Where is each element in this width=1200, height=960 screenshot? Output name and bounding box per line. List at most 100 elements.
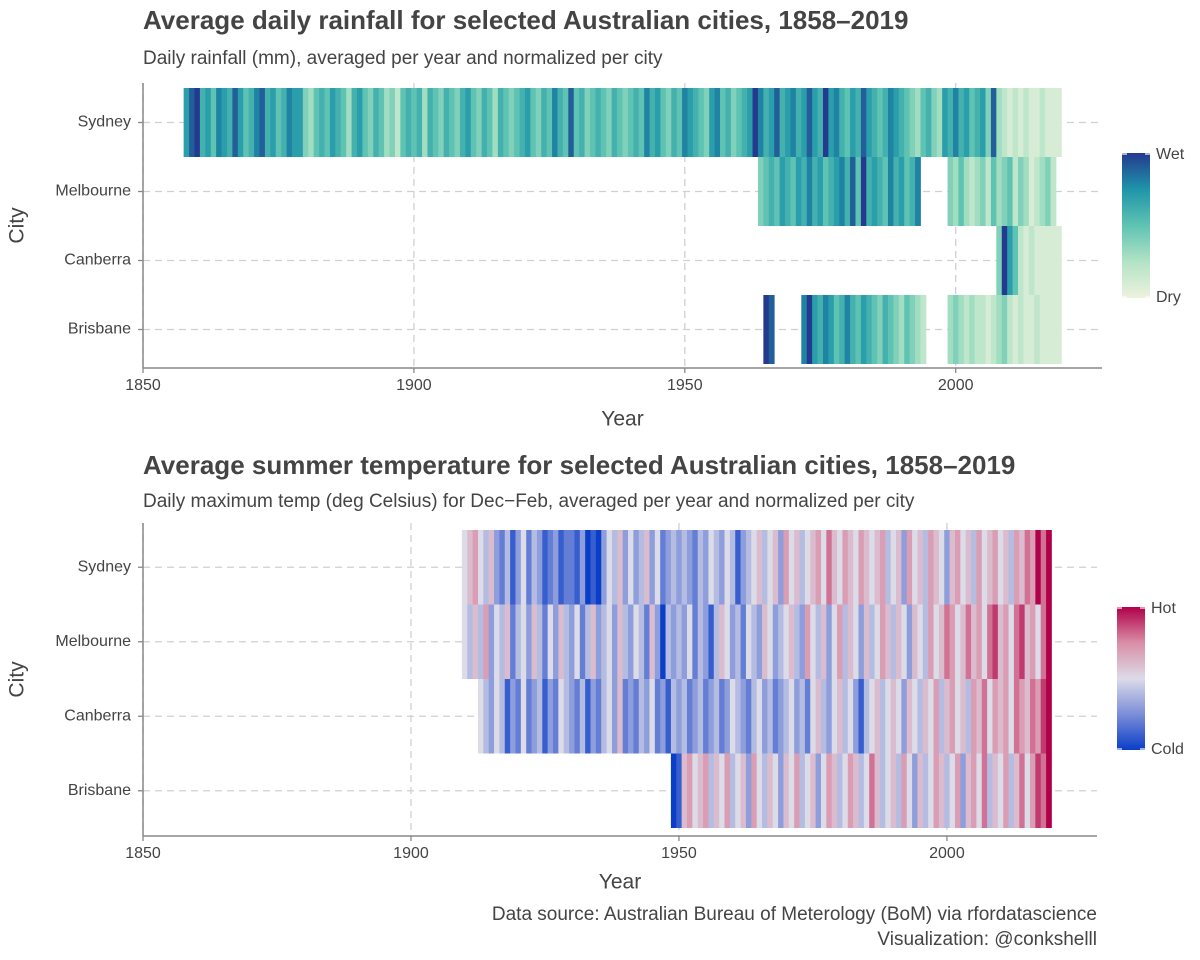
heat-cell [660,88,667,157]
heat-cell [756,530,763,605]
heat-cell [411,88,418,157]
heat-cell [833,88,840,157]
heat-cell [617,679,624,754]
heat-cell [574,530,581,605]
heat-cell [831,679,838,754]
heat-cell [735,679,741,754]
heat-cell [553,530,559,605]
heat-cell [638,530,645,605]
heat-cell [853,679,859,754]
caption: Visualization: @conkshelll [877,929,1097,950]
heat-cell [558,679,565,754]
heat-cell [526,679,532,754]
heat-cell [563,604,570,679]
heat-cell [698,88,705,157]
heat-cell [531,530,538,605]
heat-cell [826,604,833,679]
heat-cell [980,88,986,157]
heat-cell [815,679,822,754]
heat-cell [858,604,865,679]
heat-cell [416,88,423,157]
heat-cell [373,88,380,157]
heat-cell [762,753,768,828]
heat-cell [915,88,921,157]
heat-cell [772,530,779,605]
heat-cell [969,157,976,226]
heat-cell [510,604,516,679]
heat-cell [281,88,287,157]
heat-cell [628,604,634,679]
heat-cell [896,679,902,754]
heat-cell [709,88,716,157]
heat-cell [1045,157,1051,226]
heat-cell [788,530,795,605]
heat-cell [839,157,846,226]
heat-cell [866,88,873,157]
heat-cell [1018,157,1024,226]
x-tick-label: 2000 [929,845,965,862]
heat-cell [542,604,549,679]
heat-cell [882,88,889,157]
heat-cell [725,88,732,157]
heat-cell [938,753,945,828]
heat-cell [801,88,808,157]
legend-colorbar [1117,607,1145,750]
heat-cell [1045,88,1051,157]
heat-cell [915,295,921,364]
heat-cell [681,604,688,679]
heat-cell [589,88,596,157]
heat-cell [788,753,795,828]
heat-cell [799,530,806,605]
heat-cell [879,679,886,754]
heat-cell [912,604,918,679]
heat-cell [585,679,591,754]
heat-cell [665,88,672,157]
heat-cell [997,753,1004,828]
heat-cell [724,530,731,605]
heat-cell [871,157,878,226]
heat-cell [477,679,484,754]
heat-cell [933,679,940,754]
heat-cell [1012,295,1019,364]
heat-cell [1012,157,1019,226]
heat-cell [779,88,786,157]
heat-cell [367,88,374,157]
heat-cell [719,604,725,679]
heat-cell [692,753,699,828]
heat-cell [611,604,618,679]
heat-cell [757,88,764,157]
heat-cell [1018,295,1024,364]
heat-cell [774,157,781,226]
heat-cell [676,604,683,679]
heat-cell [987,679,993,754]
heat-cell [1045,226,1051,295]
heat-cell [644,530,650,605]
heat-cell [969,295,976,364]
heat-cell [422,88,428,157]
heat-cell [584,88,591,157]
heat-cell [794,530,800,605]
heat-cell [992,530,999,605]
x-axis-label: Year [599,871,641,894]
heat-cell [767,679,774,754]
heat-cell [810,679,817,754]
heat-cell [1003,679,1009,754]
heat-cell [890,679,897,754]
heat-cell [976,753,983,828]
heat-cell [515,530,522,605]
heat-cell [703,530,709,605]
heat-cell [535,88,542,157]
heat-cell [804,604,811,679]
heat-cell [877,295,883,364]
heat-cell [783,530,790,605]
heat-cell [898,157,905,226]
heat-cell [729,679,736,754]
x-tick-label: 1850 [125,377,161,394]
heat-cell [847,604,854,679]
heat-cell [530,88,537,157]
heat-cell [1013,530,1020,605]
heat-cell [850,157,856,226]
heat-cell [488,604,495,679]
heat-cell [606,88,613,157]
